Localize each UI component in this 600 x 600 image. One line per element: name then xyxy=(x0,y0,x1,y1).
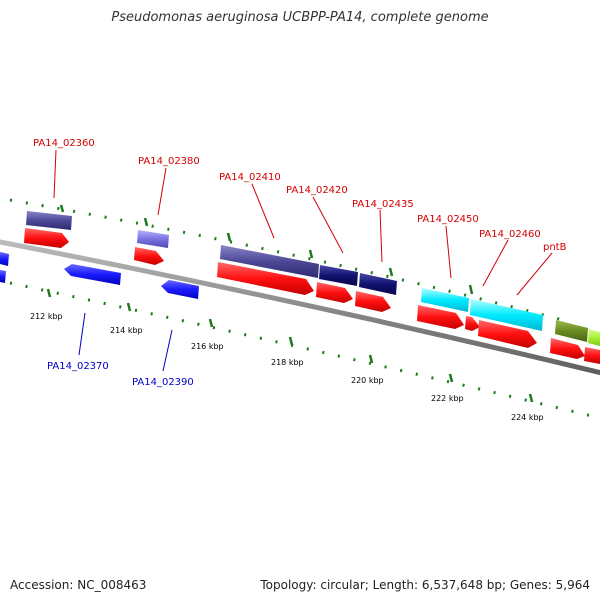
gene-feature[interactable] xyxy=(470,299,543,331)
forward-callout-lines xyxy=(53,149,553,296)
gene-feature[interactable] xyxy=(421,288,469,312)
forward-gene-arrow[interactable] xyxy=(550,338,585,359)
gene-feature[interactable] xyxy=(137,230,169,248)
reverse-gene-arrow[interactable] xyxy=(0,270,6,283)
forward-gene-arrow[interactable] xyxy=(584,347,600,364)
forward-strand-genes xyxy=(24,228,600,364)
inner-major-ticks xyxy=(46,288,534,403)
reverse-callout-lines xyxy=(78,312,173,372)
gene-label[interactable]: PA14_02380 xyxy=(138,156,200,167)
outer-tick-ring xyxy=(9,198,571,324)
tick-label: 224 kbp xyxy=(511,413,544,422)
tick-label: 218 kbp xyxy=(271,358,304,367)
gene-label[interactable]: PA14_02390 xyxy=(132,377,194,388)
gene-label[interactable]: pntB xyxy=(543,242,567,253)
tick-label: 222 kbp xyxy=(431,394,464,403)
gene-label[interactable]: PA14_02460 xyxy=(479,229,541,240)
gene-feature[interactable] xyxy=(588,329,600,346)
reverse-strand-genes xyxy=(0,252,199,299)
gene-label[interactable]: PA14_02420 xyxy=(286,185,348,196)
reverse-gene-arrow[interactable] xyxy=(161,280,199,299)
tick-label: 220 kbp xyxy=(351,376,384,385)
tick-label: 216 kbp xyxy=(191,342,224,351)
forward-gene-arrow[interactable] xyxy=(417,305,464,329)
gene-feature[interactable] xyxy=(359,273,397,295)
gene-feature[interactable] xyxy=(220,245,319,278)
forward-gene-arrow[interactable] xyxy=(316,282,353,303)
tick-label: 212 kbp xyxy=(30,312,63,321)
gene-label[interactable]: PA14_02450 xyxy=(417,214,479,225)
forward-gene-arrow[interactable] xyxy=(465,316,480,331)
forward-gene-arrow[interactable] xyxy=(134,247,164,265)
map-title: Pseudomonas aeruginosa UCBPP-PA14, compl… xyxy=(111,10,489,25)
gene-label[interactable]: PA14_02435 xyxy=(352,199,414,210)
forward-gene-arrow[interactable] xyxy=(217,262,314,295)
forward-gene-arrow[interactable] xyxy=(355,291,391,312)
gene-feature[interactable] xyxy=(319,265,358,286)
reverse-gene-arrow[interactable] xyxy=(64,264,121,285)
tick-label: 214 kbp xyxy=(110,326,143,335)
gene-label[interactable]: PA14_02370 xyxy=(47,361,109,372)
gene-feature[interactable] xyxy=(26,211,72,230)
accession-text: Accession: NC_008463 xyxy=(10,578,147,592)
genome-backbone xyxy=(0,239,600,376)
gene-label[interactable]: PA14_02410 xyxy=(219,172,281,183)
forward-gene-arrow[interactable] xyxy=(24,228,69,248)
outer-major-ticks xyxy=(59,204,474,295)
forward-gene-arrow[interactable] xyxy=(478,320,537,348)
reverse-gene-arrow[interactable] xyxy=(0,252,9,266)
gene-feature[interactable] xyxy=(555,320,588,342)
feature-row-outer xyxy=(26,211,600,346)
topology-text: Topology: circular; Length: 6,537,648 bp… xyxy=(260,578,590,592)
gene-label[interactable]: PA14_02360 xyxy=(33,138,95,149)
